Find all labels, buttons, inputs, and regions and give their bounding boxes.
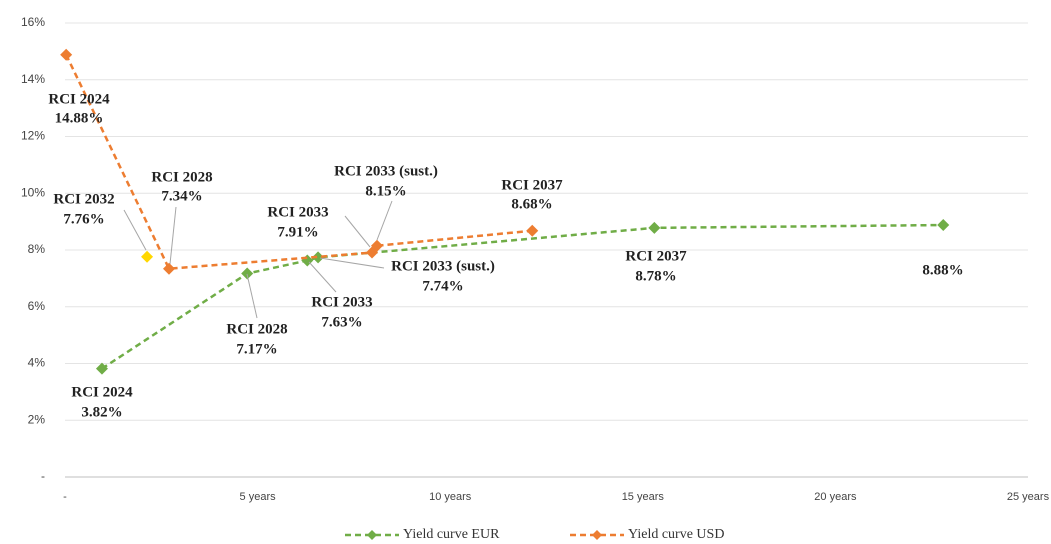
- point-marker: [526, 224, 539, 237]
- point-marker: [163, 262, 176, 275]
- data-label-name: RCI 2033 (sust.): [334, 163, 438, 179]
- data-label-name: RCI 2037: [501, 177, 563, 193]
- data-label-name: RCI 2037: [625, 248, 687, 264]
- data-label: 8.78%: [635, 268, 676, 284]
- data-label-name: RCI 2028: [226, 321, 287, 337]
- point-marker: [141, 250, 154, 263]
- y-tick-label: 14%: [21, 72, 45, 86]
- data-label: 14.88%: [55, 110, 104, 126]
- point-marker: [937, 219, 950, 232]
- data-label: 7.63%: [321, 314, 362, 330]
- x-tick-label: 20 years: [814, 491, 857, 503]
- x-tick-label: 10 years: [429, 491, 472, 503]
- data-label-name: RCI 2033: [267, 204, 328, 220]
- data-label-name: RCI 2028: [151, 169, 212, 185]
- leader-line: [376, 200, 393, 241]
- series-line: [101, 223, 944, 370]
- y-tick-label: 2%: [28, 412, 46, 426]
- point-marker: [60, 48, 73, 61]
- data-label: 7.91%: [277, 224, 318, 240]
- data-label: 7.74%: [422, 278, 463, 294]
- y-tick-label: 4%: [28, 356, 46, 370]
- legend-marker: [592, 530, 602, 540]
- legend-label: Yield curve USD: [628, 527, 724, 542]
- y-tick-label: -: [41, 469, 45, 483]
- data-label: 8.15%: [365, 183, 406, 199]
- y-tick-label: 16%: [21, 15, 45, 29]
- x-tick-label: 25 years: [1007, 491, 1050, 503]
- data-label-name: RCI 2024: [48, 91, 110, 107]
- leader-line: [123, 209, 147, 251]
- x-tick-label: -: [63, 491, 67, 503]
- data-label: 8.68%: [511, 196, 552, 212]
- y-tick-label: 6%: [28, 299, 46, 313]
- data-label-name: RCI 2024: [71, 384, 133, 400]
- leader-line: [246, 273, 258, 319]
- point-marker: [241, 267, 254, 280]
- data-label-name: RCI 2032: [53, 191, 114, 207]
- legend-marker: [367, 530, 377, 540]
- leader-line: [319, 257, 385, 269]
- y-tick-label: 12%: [21, 129, 45, 143]
- leader-line: [308, 261, 337, 293]
- leader-line: [344, 215, 371, 248]
- data-label: 7.34%: [161, 188, 202, 204]
- point-marker: [312, 251, 325, 264]
- data-label: 7.76%: [63, 211, 104, 227]
- point-marker: [648, 221, 661, 234]
- data-label-name: RCI 2033 (sust.): [391, 258, 495, 274]
- y-tick-label: 10%: [21, 185, 45, 199]
- data-label: 7.17%: [236, 341, 277, 357]
- data-label: 8.88%: [922, 262, 963, 278]
- x-tick-label: 15 years: [622, 491, 665, 503]
- data-label: 3.82%: [81, 404, 122, 420]
- data-label-name: RCI 2033: [311, 294, 372, 310]
- legend-label: Yield curve EUR: [403, 527, 500, 542]
- x-tick-label: 5 years: [240, 491, 277, 503]
- point-marker: [371, 239, 384, 252]
- y-tick-label: 8%: [28, 242, 46, 256]
- point-marker: [95, 362, 108, 375]
- leader-line: [169, 206, 177, 265]
